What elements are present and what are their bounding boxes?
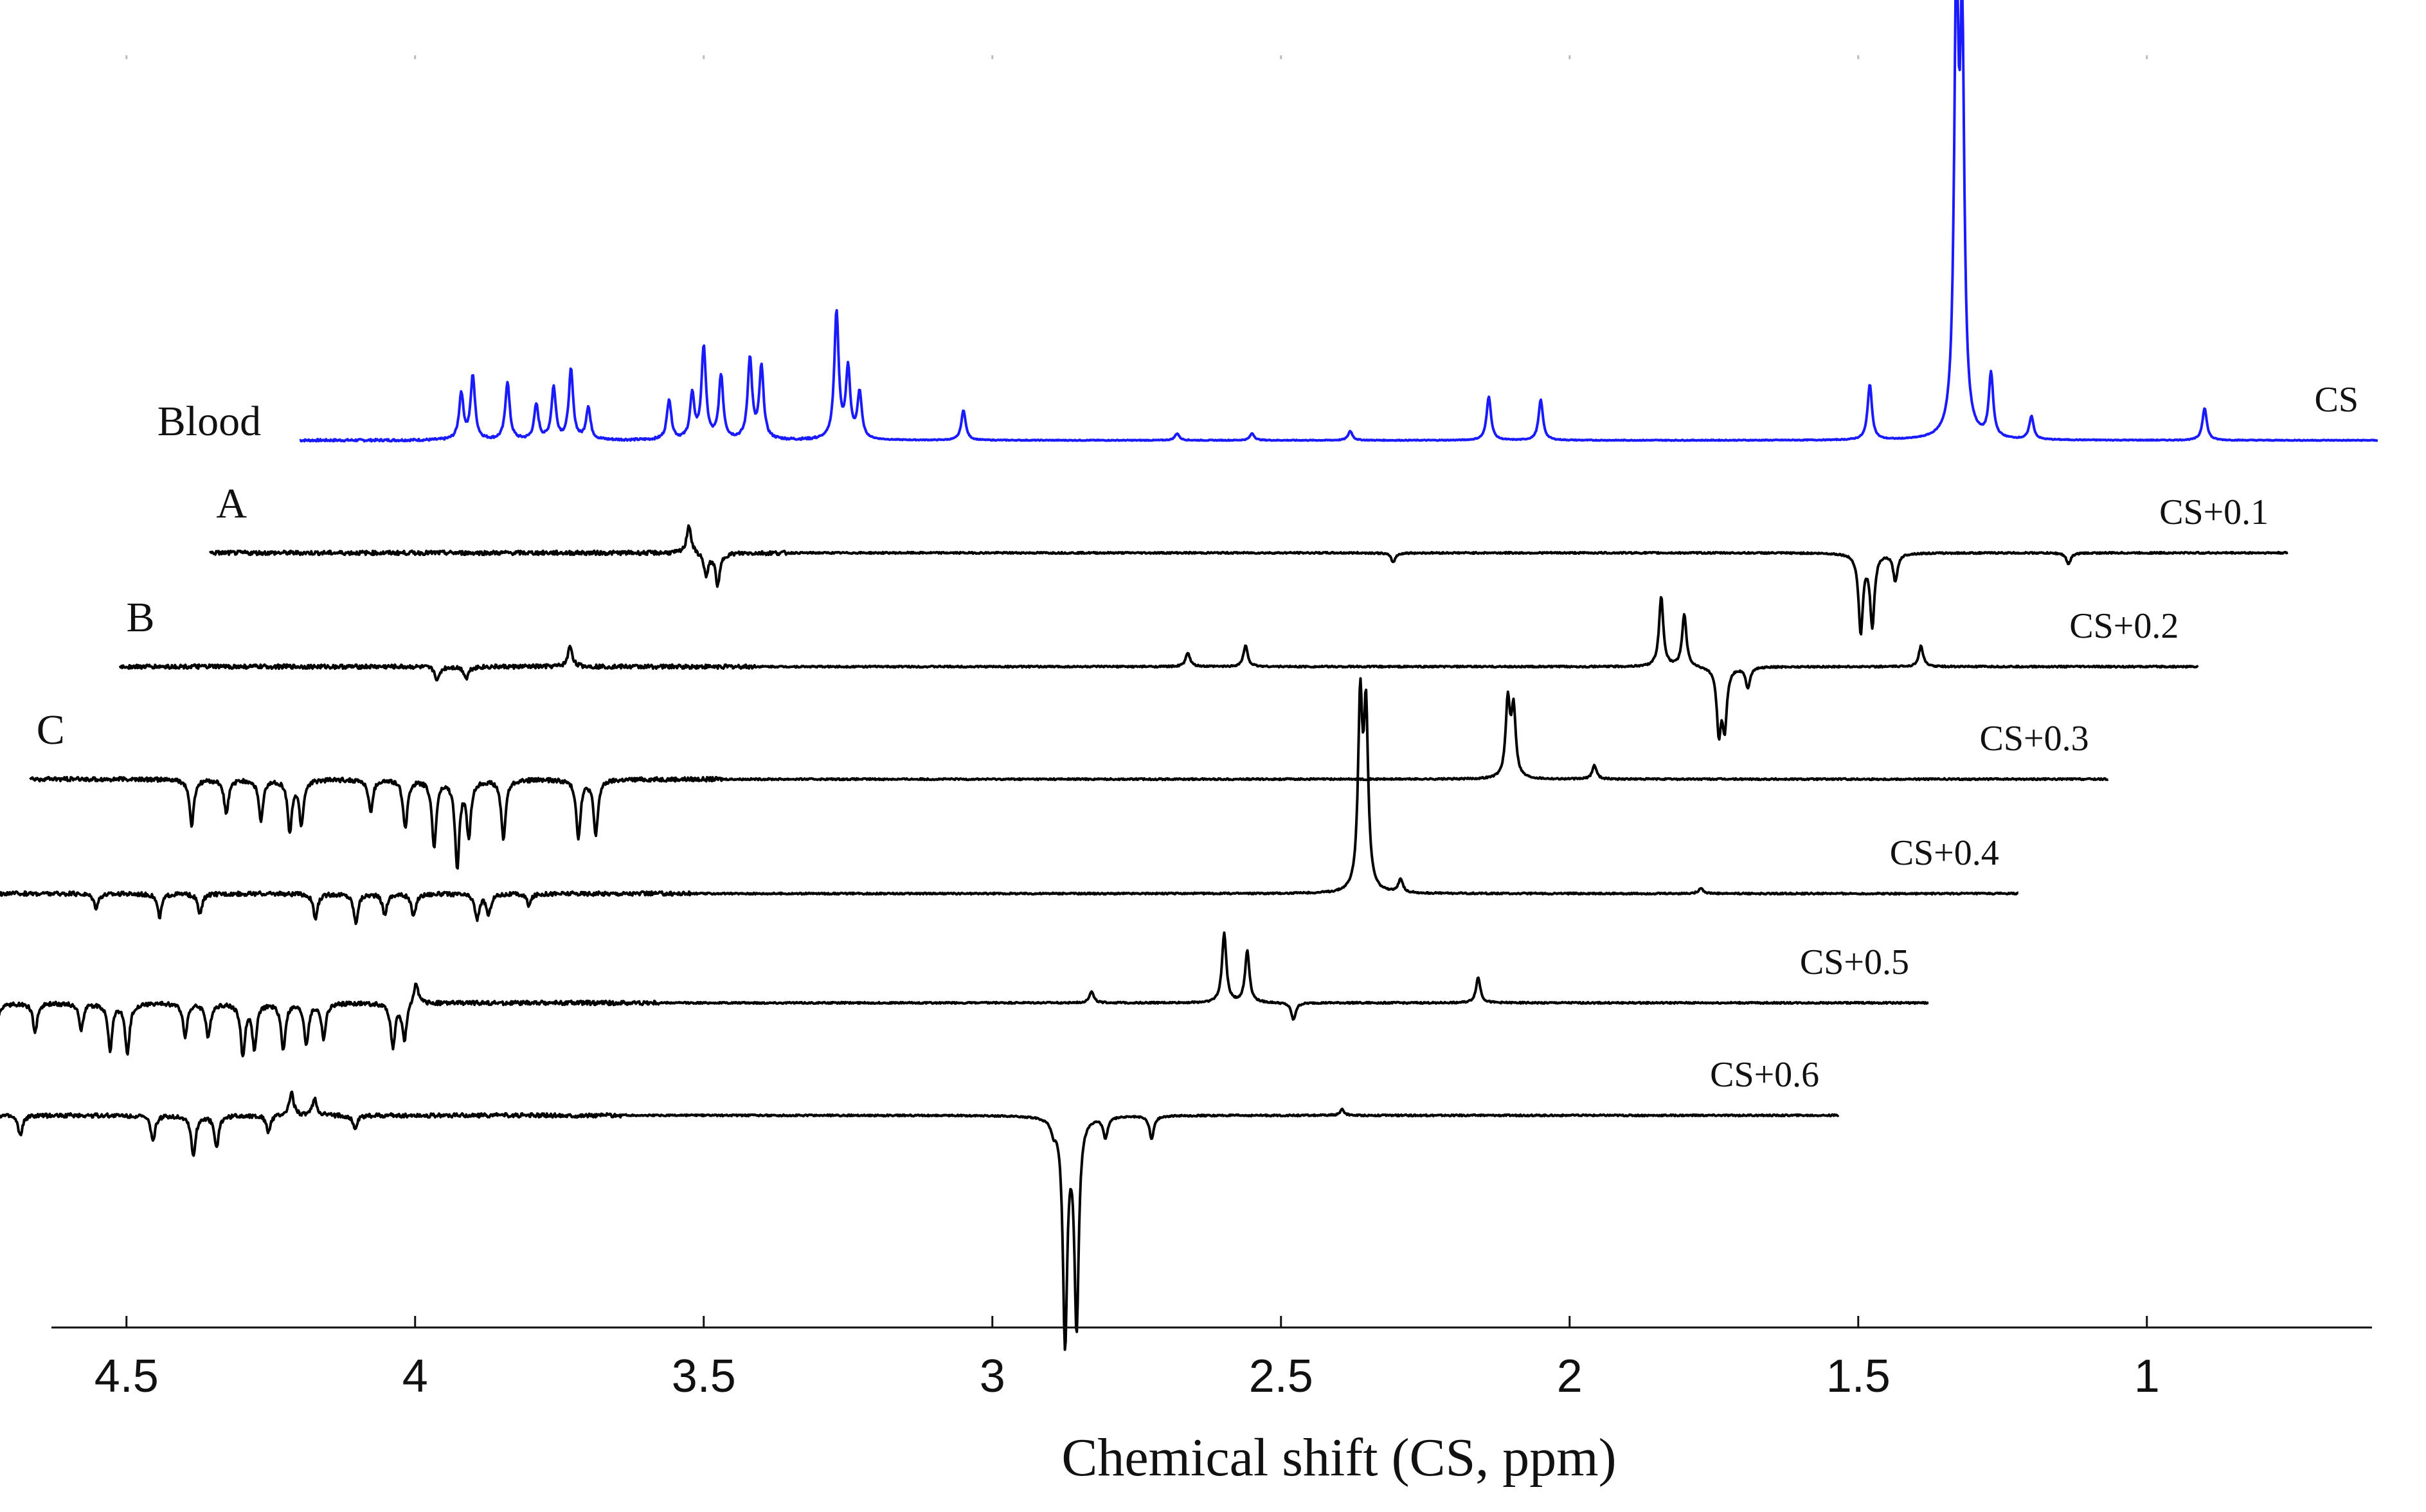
- trace-offset-label: CS+0.5: [1800, 942, 1909, 982]
- trace-name-label: A: [216, 480, 247, 527]
- trace-name-label: B: [127, 594, 155, 641]
- spectrum-line: [299, 0, 2378, 443]
- spectrum-blood: [299, 0, 2378, 443]
- spectrum-traces: [0, 0, 2378, 1351]
- trace-name-label: Blood: [157, 398, 261, 445]
- spectrum-line: [0, 677, 2019, 925]
- top-tick-marks: [125, 55, 2148, 59]
- trace-name-label: C: [37, 706, 65, 753]
- top-tick-mark: [414, 55, 417, 59]
- top-tick-mark: [991, 55, 994, 59]
- spectrum-a: [208, 524, 2288, 636]
- x-axis: 4.5 4 3.5 3 2.5 2 1.5 1: [51, 1316, 2372, 1402]
- x-tick-label: 1.5: [1826, 1351, 1891, 1402]
- top-tick-mark: [1568, 55, 1571, 59]
- spectrum-b: [118, 596, 2199, 741]
- top-tick-mark: [2146, 55, 2148, 59]
- spectrum-f: [0, 1090, 1840, 1351]
- x-tick-label: 1: [2134, 1351, 2160, 1402]
- spectrum-line: [0, 1090, 1840, 1351]
- trace-offset-label: CS+0.6: [1710, 1055, 1819, 1095]
- top-tick-mark: [125, 55, 128, 59]
- x-axis-title: Chemical shift (CS, ppm): [1061, 1428, 1616, 1488]
- x-tick-label: 2: [1557, 1351, 1583, 1402]
- spectrum-line: [208, 524, 2288, 636]
- x-tick-label: 2.5: [1249, 1351, 1313, 1402]
- top-tick-mark: [1857, 55, 1860, 59]
- spectrum-line: [29, 690, 2109, 870]
- x-tick-label: 4: [402, 1351, 428, 1402]
- spectrum-e: [0, 931, 1929, 1058]
- trace-offset-label: CS+0.4: [1890, 833, 1999, 873]
- spectrum-c: [29, 690, 2109, 870]
- trace-offset-label: CS+0.3: [1979, 719, 2089, 759]
- trace-labels: BloodCSACS+0.1BCS+0.2CCS+0.3DCS+0.4ECS+0…: [37, 380, 2359, 1095]
- trace-offset-label: CS: [2314, 380, 2359, 420]
- top-tick-mark: [703, 55, 705, 59]
- x-tick-label: 3.5: [672, 1351, 736, 1402]
- x-tick-label: 4.5: [94, 1351, 159, 1402]
- top-tick-mark: [1280, 55, 1282, 59]
- x-tick-label: 3: [980, 1351, 1005, 1402]
- spectrum-line: [118, 596, 2199, 741]
- trace-offset-label: CS+0.1: [2159, 492, 2269, 532]
- spectrum-line: [0, 931, 1929, 1058]
- trace-offset-label: CS+0.2: [2069, 606, 2179, 646]
- spectrum-d: [0, 677, 2019, 925]
